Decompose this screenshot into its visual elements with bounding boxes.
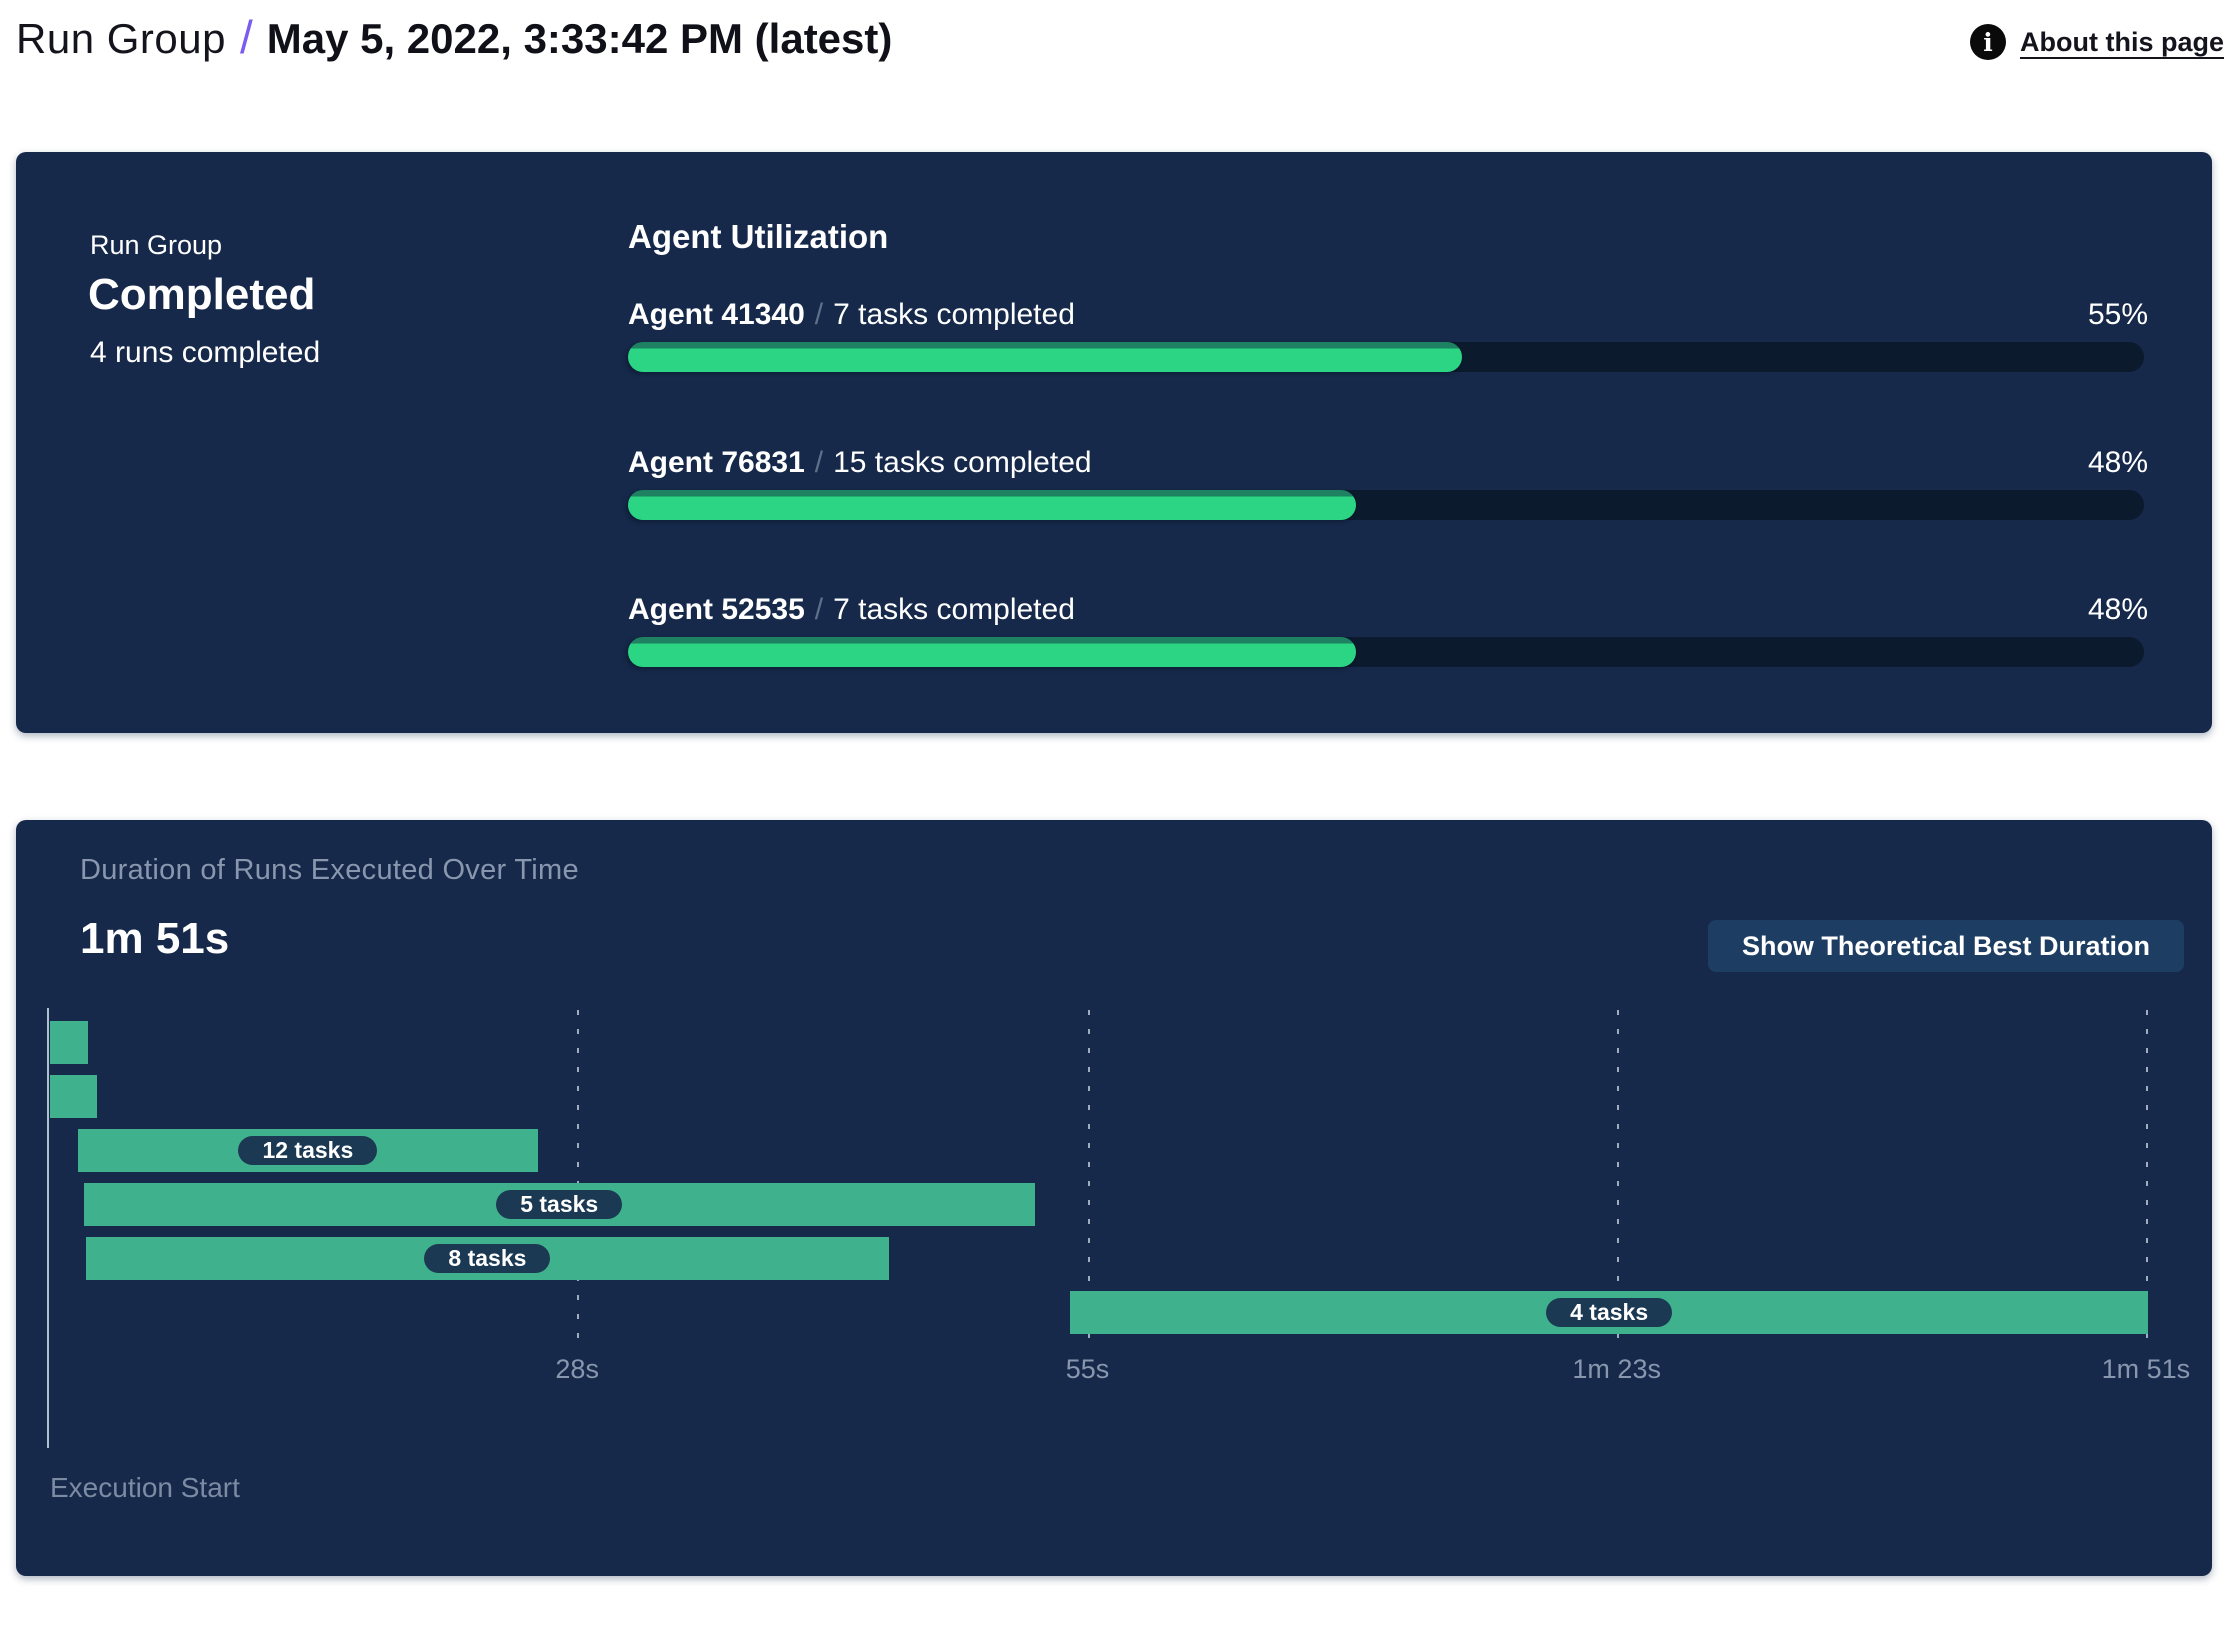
agent-row-label: Agent 41340 / 7 tasks completed (628, 298, 2144, 332)
agent-tasks-completed: 7 tasks completed (833, 298, 1075, 331)
runs-completed-count: 4 runs completed (90, 336, 321, 369)
duration-card: Duration of Runs Executed Over Time 1m 5… (16, 820, 2212, 1576)
run-group-label: Run Group (90, 230, 223, 260)
axis-tick-label: 28s (555, 1354, 599, 1384)
gantt-run-bar[interactable]: 5 tasks (83, 1183, 1035, 1226)
utilization-progress-fill (628, 490, 1356, 520)
breadcrumb: Run Group / May 5, 2022, 3:33:42 PM (lat… (16, 10, 892, 64)
utilization-progress-fill (628, 637, 1356, 667)
time-gridline (2145, 1010, 2148, 1352)
agent-utilization-row: Agent 76831 / 15 tasks completed 48% (628, 446, 2148, 532)
agent-id: Agent 76831 (628, 446, 805, 479)
agent-tasks-completed: 7 tasks completed (833, 593, 1075, 626)
total-duration-value: 1m 51s (80, 914, 230, 963)
time-gridline (577, 1010, 580, 1352)
axis-tick-label: 1m 51s (2101, 1354, 2191, 1384)
utilization-progress-track (628, 490, 2144, 520)
agent-utilization-title: Agent Utilization (628, 218, 889, 255)
about-this-page-link[interactable]: i About this page (1970, 24, 2224, 60)
gantt-run-bar[interactable]: 4 tasks (1070, 1291, 2148, 1334)
task-count-badge: 12 tasks (238, 1136, 378, 1165)
axis-tick-label: 1m 23s (1572, 1354, 1661, 1384)
agent-label-separator: / (814, 593, 824, 626)
breadcrumb-separator: / (239, 11, 253, 63)
agent-id: Agent 52535 (628, 593, 805, 626)
utilization-progress-fill (628, 342, 1462, 372)
run-group-status-card: Run Group Completed 4 runs completed Age… (16, 152, 2212, 733)
task-count-badge: 4 tasks (1546, 1298, 1673, 1327)
utilization-progress-track (628, 637, 2144, 667)
agent-utilization-percent: 55% (2087, 298, 2148, 331)
utilization-progress-track (628, 342, 2144, 372)
task-count-badge: 5 tasks (496, 1190, 623, 1219)
page-title: May 5, 2022, 3:33:42 PM (latest) (266, 15, 893, 62)
about-link-label: About this page (2020, 26, 2224, 57)
page-header: Run Group / May 5, 2022, 3:33:42 PM (lat… (16, 10, 2224, 80)
duration-chart-title: Duration of Runs Executed Over Time (80, 854, 579, 886)
info-icon: i (1970, 24, 2006, 60)
agent-tasks-completed: 15 tasks completed (833, 446, 1092, 479)
agent-id: Agent 41340 (628, 298, 805, 331)
agent-row-label: Agent 76831 / 15 tasks completed (628, 446, 2144, 480)
agent-label-separator: / (814, 446, 824, 479)
breadcrumb-run-group[interactable]: Run Group (16, 15, 226, 62)
run-group-status: Completed (88, 270, 316, 319)
axis-tick-label: 55s (1065, 1354, 1110, 1384)
execution-start-axis-line (47, 1008, 49, 1448)
agent-utilization-percent: 48% (2087, 593, 2148, 626)
task-count-badge: 8 tasks (424, 1244, 551, 1273)
execution-start-label: Execution Start (50, 1472, 240, 1503)
gantt-run-bar[interactable] (49, 1021, 88, 1064)
agent-utilization-percent: 48% (2087, 446, 2148, 479)
agent-row-label: Agent 52535 / 7 tasks completed (628, 593, 2144, 627)
time-gridline (1087, 1010, 1090, 1352)
gantt-chart: Execution Start 28s 55s 1m 23s 1m 51s 12 tas… (16, 820, 2212, 1576)
agent-utilization-row: Agent 52535 / 7 tasks completed 48% (628, 593, 2148, 679)
agent-label-separator: / (814, 298, 824, 331)
gantt-run-bar[interactable] (49, 1075, 98, 1118)
gantt-run-bar[interactable]: 8 tasks (85, 1237, 890, 1280)
agent-utilization-row: Agent 41340 / 7 tasks completed 55% (628, 298, 2148, 384)
time-gridline (1616, 1010, 1619, 1352)
show-theoretical-best-duration-button[interactable]: Show Theoretical Best Duration (1707, 920, 2184, 972)
gantt-run-bar[interactable]: 12 tasks (78, 1129, 538, 1172)
